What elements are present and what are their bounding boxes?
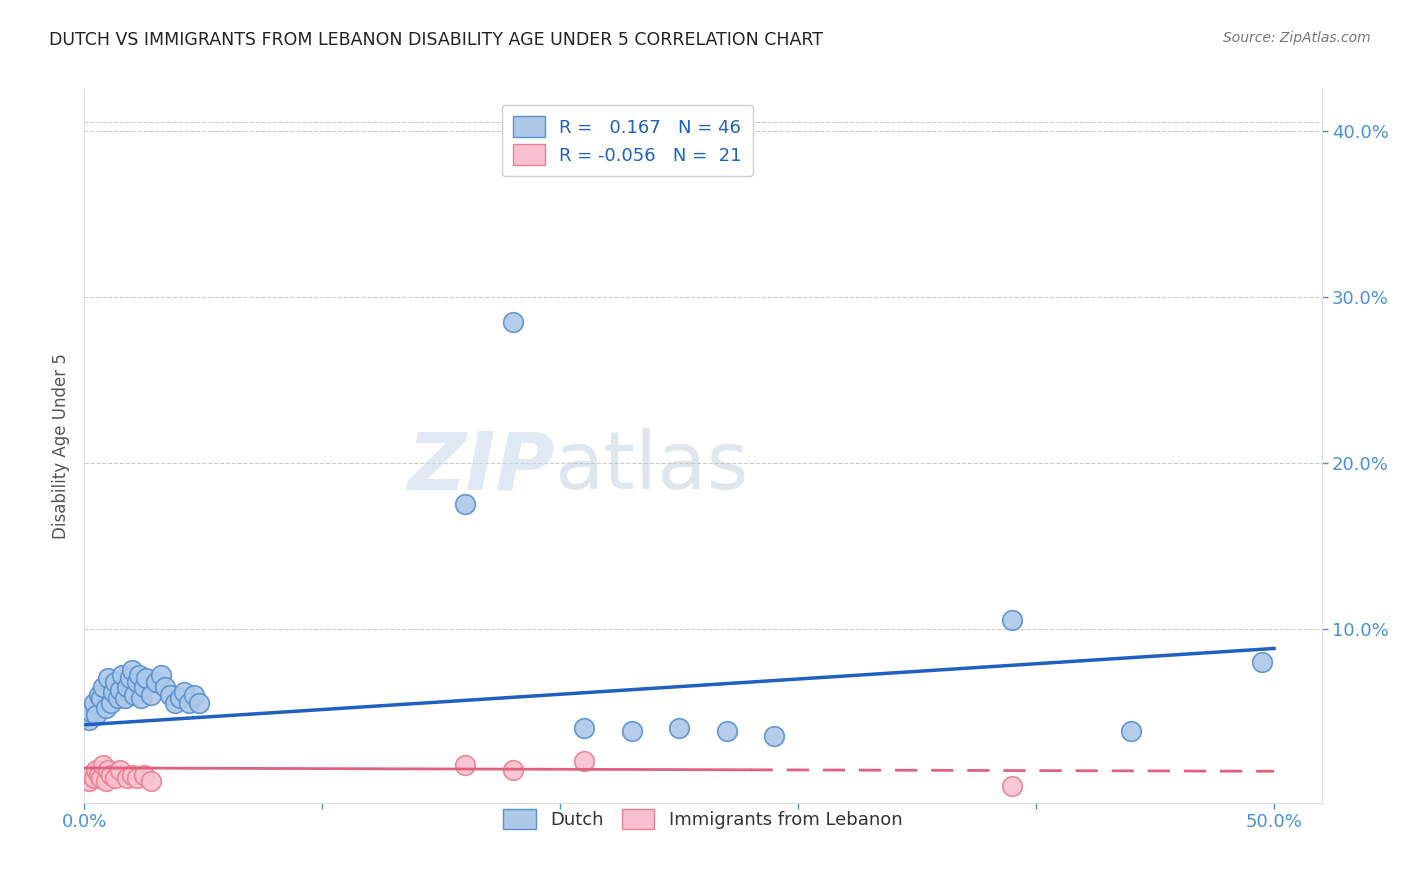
Point (83, 696, 105, 710)
Point (454, 757, 477, 772)
Point (163, 696, 186, 710)
Point (125, 771, 148, 785)
Point (80, 767, 103, 781)
Point (183, 688, 205, 702)
Point (1121, 724, 1143, 739)
Point (139, 774, 162, 789)
Point (118, 671, 141, 685)
Point (1001, 779, 1024, 793)
Point (108, 763, 131, 777)
Point (155, 680, 177, 694)
Point (1001, 613, 1024, 627)
Point (177, 696, 200, 710)
Point (100, 696, 122, 710)
Point (94, 774, 117, 789)
Point (77, 774, 100, 789)
Point (128, 668, 150, 682)
Point (104, 771, 127, 785)
Point (125, 674, 148, 689)
Point (77, 713, 100, 727)
Point (716, 724, 738, 739)
Text: ZIP: ZIP (408, 428, 554, 507)
Point (93, 680, 115, 694)
Point (115, 771, 138, 785)
Point (145, 674, 167, 689)
Point (502, 314, 524, 328)
Y-axis label: Disability Age Under 5: Disability Age Under 5 (52, 353, 70, 539)
Point (97, 671, 120, 685)
Point (124, 688, 146, 702)
Point (139, 688, 162, 702)
Point (454, 497, 477, 511)
Point (572, 721, 595, 735)
Point (83, 771, 105, 785)
Point (87, 688, 110, 702)
Point (763, 730, 786, 744)
Point (620, 724, 643, 739)
Point (84, 707, 107, 722)
Text: atlas: atlas (554, 428, 749, 507)
Point (132, 767, 155, 781)
Point (149, 668, 172, 682)
Point (108, 682, 131, 697)
Point (114, 691, 136, 706)
Point (84, 763, 107, 777)
Point (104, 674, 127, 689)
Point (187, 696, 209, 710)
Point (502, 763, 524, 777)
Point (115, 680, 138, 694)
Point (572, 754, 595, 768)
Point (1251, 655, 1274, 669)
Point (159, 688, 181, 702)
Point (131, 691, 153, 706)
Text: DUTCH VS IMMIGRANTS FROM LEBANON DISABILITY AGE UNDER 5 CORRELATION CHART: DUTCH VS IMMIGRANTS FROM LEBANON DISABIL… (49, 31, 823, 49)
Point (121, 663, 143, 677)
Point (93, 757, 115, 772)
Point (94, 701, 117, 715)
Point (173, 684, 195, 698)
Point (111, 668, 134, 682)
Text: Source: ZipAtlas.com: Source: ZipAtlas.com (1223, 31, 1371, 45)
Point (87, 767, 110, 781)
Point (135, 671, 157, 685)
Point (90, 771, 112, 785)
Point (169, 691, 191, 706)
Point (100, 767, 122, 781)
Legend: Dutch, Immigrants from Lebanon: Dutch, Immigrants from Lebanon (496, 801, 910, 837)
Point (668, 721, 690, 735)
Point (132, 680, 155, 694)
Point (80, 705, 103, 719)
Point (90, 691, 112, 706)
Point (97, 763, 120, 777)
Point (101, 684, 124, 698)
Point (121, 767, 143, 781)
Point (107, 691, 129, 706)
